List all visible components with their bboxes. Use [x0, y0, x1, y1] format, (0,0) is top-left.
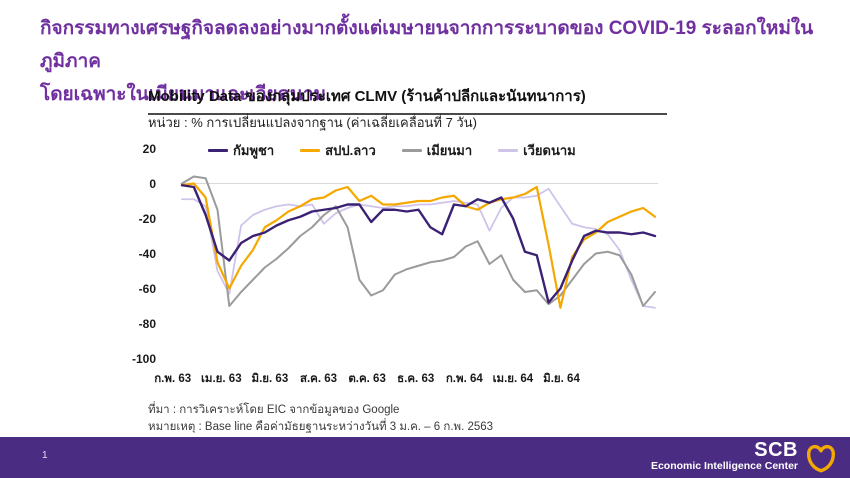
x-tick-label: เม.ย. 63 — [200, 373, 242, 385]
chart-title: Mobility Data ของกลุ่มประเทศ CLMV (ร้านค… — [148, 84, 667, 115]
x-tick-label: ก.พ. 63 — [154, 373, 192, 385]
brand-subtitle: Economic Intelligence Center — [650, 460, 798, 472]
series-line-สปป.ลาว — [180, 182, 657, 309]
x-tick-label: เม.ย. 64 — [492, 373, 534, 385]
remark-note: หมายเหตุ : Base line คือค่ามัธยฐานระหว่า… — [148, 421, 494, 433]
slide-headline-line1: กิจกรรมทางเศรษฐกิจลดลงอย่างมากตั้งแต่เมษ… — [40, 18, 814, 72]
legend-label: เมียนมา — [426, 143, 473, 158]
chart-legend: กัมพูชา สปป.ลาว เมียนมา เวียดนาม — [208, 140, 576, 161]
series-line-เมียนมา — [181, 175, 656, 307]
series-line-เวียดนาม — [181, 187, 656, 309]
legend-item-เวียดนาม: เวียดนาม — [498, 140, 576, 161]
brand-name: SCB — [754, 439, 798, 461]
series-line-กัมพูชา — [180, 184, 657, 304]
x-tick-label: มิ.ย. 63 — [251, 373, 289, 385]
legend-item-กัมพูชา: กัมพูชา — [208, 140, 274, 161]
scb-leaf-icon — [806, 444, 836, 473]
y-tick-label: -80 — [138, 316, 156, 331]
legend-swatch-icon — [498, 149, 519, 152]
y-tick-label: -40 — [138, 246, 156, 261]
source-note: ที่มา : การวิเคราะห์โดย EIC จากข้อมูลของ… — [148, 404, 400, 416]
legend-item-สปป.ลาว: สปป.ลาว — [300, 140, 376, 161]
chart-unit-label: หน่วย : % การเปลี่ยนแปลงจากฐาน (ค่าเฉลี่… — [148, 115, 477, 130]
legend-label: สปป.ลาว — [325, 143, 376, 158]
page-number: 1 — [42, 450, 48, 461]
x-tick-label: ต.ค. 63 — [348, 373, 386, 385]
legend-label: กัมพูชา — [233, 143, 275, 158]
footer-bar: 1 SCB Economic Intelligence Center — [0, 437, 850, 478]
x-tick-label: ธ.ค. 63 — [397, 373, 435, 385]
x-tick-label: ส.ค. 63 — [299, 373, 338, 385]
legend-label: เวียดนาม — [523, 143, 576, 158]
y-tick-label: -20 — [138, 211, 156, 226]
y-tick-label: 20 — [142, 141, 156, 156]
legend-swatch-icon — [300, 149, 321, 152]
y-tick-label: -60 — [138, 281, 156, 296]
x-tick-label: ก.พ. 64 — [445, 373, 483, 385]
legend-swatch-icon — [401, 149, 422, 152]
y-tick-label: -100 — [131, 351, 156, 366]
slide-headline: กิจกรรมทางเศรษฐกิจลดลงอย่างมากตั้งแต่เมษ… — [40, 12, 830, 111]
legend-swatch-icon — [208, 149, 228, 152]
y-tick-label: 0 — [149, 176, 156, 191]
legend-item-เมียนมา: เมียนมา — [401, 140, 473, 161]
brand-block: SCB Economic Intelligence Center — [650, 439, 798, 472]
slide-headline-line2: โดยเฉพาะในเมียนมาและเวียดนาม — [40, 84, 327, 105]
x-tick-label: มิ.ย. 64 — [543, 373, 580, 385]
